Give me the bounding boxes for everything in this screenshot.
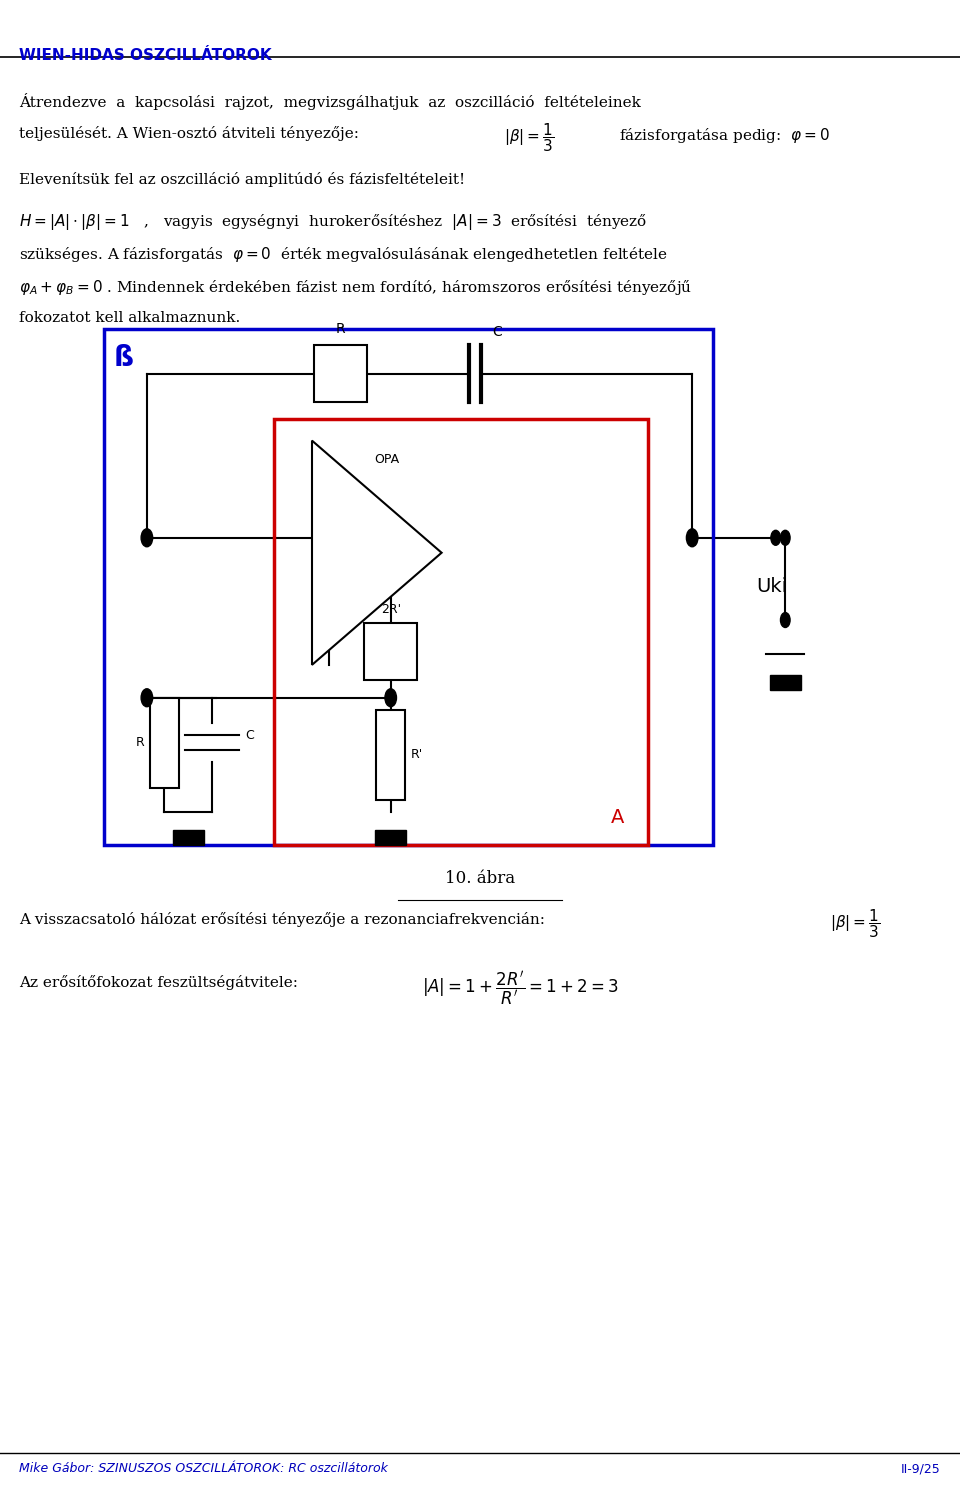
Circle shape (141, 689, 153, 707)
Text: $|A|=1+\dfrac{2R^{\prime}}{R^{\prime}}=1+2=3$: $|A|=1+\dfrac{2R^{\prime}}{R^{\prime}}=1… (422, 970, 619, 1009)
Text: fázisforgatása pedig:  $\varphi=0$: fázisforgatása pedig: $\varphi=0$ (619, 126, 830, 145)
Bar (375, 830, 406, 845)
Bar (150, 698, 179, 788)
Text: fokozatot kell alkalmaznunk.: fokozatot kell alkalmaznunk. (19, 311, 240, 324)
Text: $\varphi_A+\varphi_B=0$ . Mindennek érdekében fázist nem fordító, háromszoros er: $\varphi_A+\varphi_B=0$ . Mindennek érde… (19, 278, 692, 298)
Text: R: R (336, 323, 346, 336)
Bar (314, 345, 367, 402)
Text: $|\beta|=\dfrac{1}{3}$: $|\beta|=\dfrac{1}{3}$ (504, 121, 555, 154)
Bar (376, 710, 405, 800)
Bar (770, 676, 801, 691)
Circle shape (780, 613, 790, 628)
Text: Átrendezve  a  kapcsolási  rajzot,  megvizsgálhatjuk  az  oszcilláció  feltétele: Átrendezve a kapcsolási rajzot, megvizsg… (19, 93, 641, 109)
Text: Uki: Uki (756, 577, 787, 597)
Bar (173, 830, 204, 845)
Polygon shape (312, 441, 442, 665)
Text: 2R': 2R' (381, 602, 400, 616)
Text: szükséges. A fázisforgatás  $\varphi=0$  érték megvalósulásának elengedhetetlen : szükséges. A fázisforgatás $\varphi=0$ é… (19, 245, 667, 265)
Bar (364, 623, 417, 680)
Text: A visszacsatoló hálózat erősítési tényezője a rezonanciafrekvencián:: A visszacsatoló hálózat erősítési tényez… (19, 912, 560, 927)
Text: OPA: OPA (373, 453, 399, 465)
Circle shape (771, 531, 780, 546)
Text: C: C (245, 730, 253, 742)
Text: $|\beta|=\dfrac{1}{3}$: $|\beta|=\dfrac{1}{3}$ (830, 907, 881, 940)
Circle shape (686, 529, 698, 547)
Circle shape (385, 689, 396, 707)
Text: −: − (324, 573, 336, 588)
Text: WIEN-HIDAS OSZCILLÁTOROK: WIEN-HIDAS OSZCILLÁTOROK (19, 48, 272, 63)
Text: R: R (136, 737, 145, 749)
Text: Az erősítőfokozat feszültségátvitele:: Az erősítőfokozat feszültségátvitele: (19, 975, 313, 990)
Text: C: C (492, 326, 502, 339)
Text: R': R' (411, 749, 423, 761)
Text: teljesülését. A Wien-osztó átviteli tényezője:: teljesülését. A Wien-osztó átviteli tény… (19, 126, 369, 141)
Circle shape (141, 529, 153, 547)
Text: A: A (611, 807, 624, 827)
Text: Elevenítsük fel az oszcilláció amplitúdó és fázisfeltételeit!: Elevenítsük fel az oszcilláció amplitúdó… (19, 172, 466, 187)
Text: II-9/25: II-9/25 (901, 1462, 941, 1476)
Circle shape (780, 531, 790, 546)
Text: Mike Gábor: SZINUSZOS OSZCILLÁTOROK: RC oszcillátorok: Mike Gábor: SZINUSZOS OSZCILLÁTOROK: RC … (19, 1462, 388, 1476)
Text: 10. ábra: 10. ábra (444, 870, 516, 887)
Text: +: + (324, 498, 336, 513)
Text: $H=|A|\cdot|\beta|=1$   ,   vagyis  egységnyi  hurokerősítéshez  $|A|=3$  erősít: $H=|A|\cdot|\beta|=1$ , vagyis egységnyi… (19, 212, 647, 232)
Text: ß: ß (113, 344, 133, 372)
